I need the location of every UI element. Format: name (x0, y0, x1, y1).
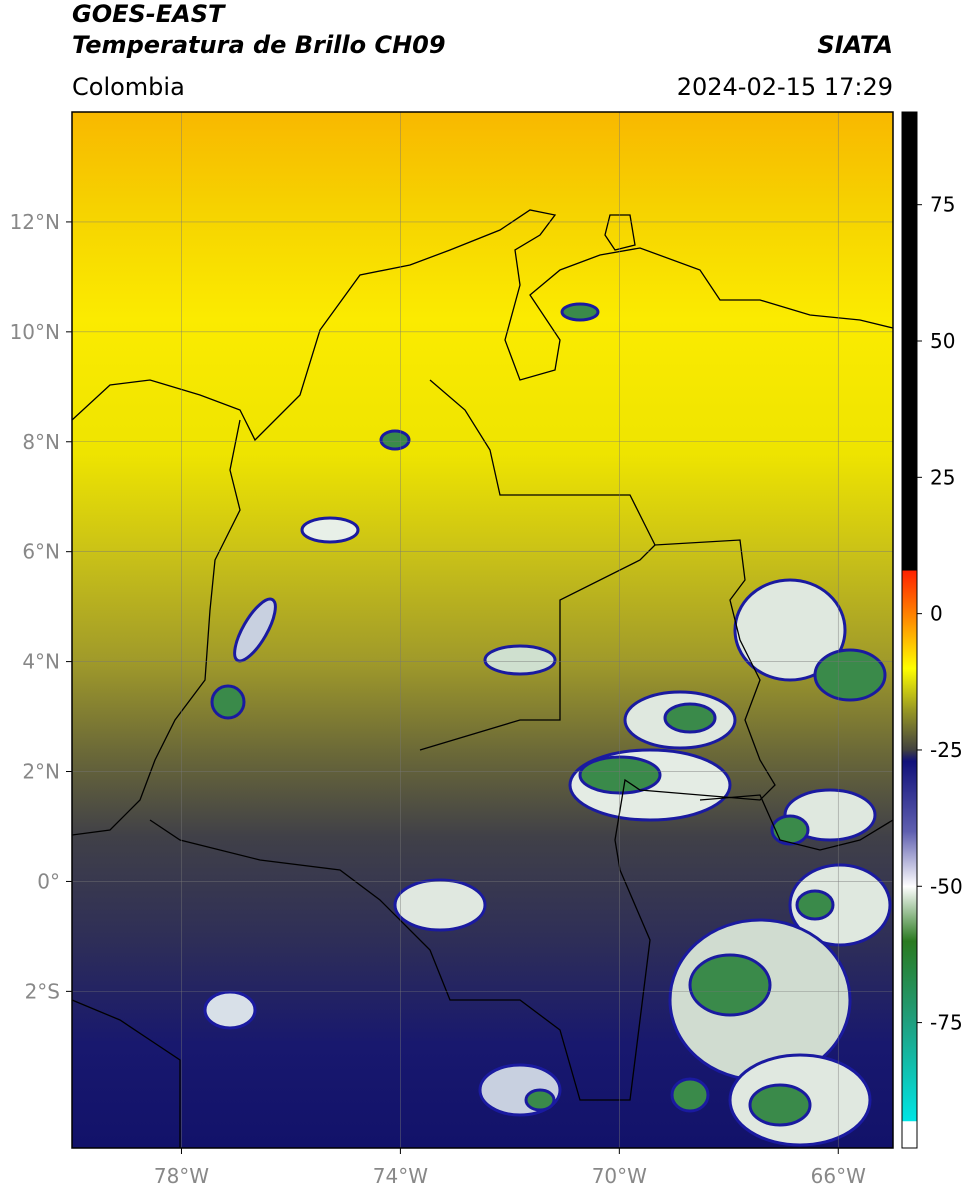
y-tick-label: 12°N (10, 210, 60, 234)
colorbar-tick-label: -75 (930, 1011, 963, 1035)
colorbar-segment (902, 749, 917, 762)
colorbar-tick-label: 75 (930, 193, 955, 217)
map-image (72, 112, 893, 1148)
x-tick-label: 66°W (811, 1164, 866, 1188)
colorbar-tick-label: 50 (930, 329, 955, 353)
colorbar-tick-label: 0 (930, 602, 943, 626)
colorbar-segment (902, 760, 917, 833)
colorbar-segment (902, 940, 917, 1024)
colorbar-segment (902, 886, 917, 942)
colorbar-segment (902, 1022, 917, 1122)
colorbar-segment (902, 831, 917, 887)
subtitle: Temperatura de Brillo CH09 (72, 31, 446, 59)
colorbar-segment (902, 706, 917, 751)
x-tick-label: 74°W (373, 1164, 428, 1188)
x-tick-label: 70°W (592, 1164, 647, 1188)
region: Colombia (72, 73, 185, 101)
map-frame (71, 111, 894, 1149)
datetime: 2024-02-15 17:29 (677, 73, 893, 101)
title: GOES-EAST (72, 0, 226, 28)
y-tick-label: 8°N (22, 430, 60, 454)
borders (72, 209, 893, 1148)
y-tick-label: 6°N (22, 540, 60, 564)
colorbar-tick-label: -50 (930, 874, 963, 898)
agency: SIATA (817, 31, 893, 59)
y-tick-label: 0° (37, 869, 60, 893)
x-tick-label: 78°W (154, 1164, 209, 1188)
y-tick-label: 2°N (22, 760, 60, 784)
colorbar-frame (901, 111, 918, 1149)
colorbar-segment (902, 570, 917, 626)
colorbar-segment (902, 624, 917, 669)
y-tick-label: 10°N (10, 320, 60, 344)
colorbar-tick-label: 25 (930, 465, 955, 489)
y-tick-label: 4°N (22, 650, 60, 674)
colorbar-segment (902, 112, 917, 571)
colorbar-tick-label: -25 (930, 738, 963, 762)
colorbar-segment (902, 1120, 917, 1149)
y-tick-label: 2°S (25, 979, 60, 1003)
colorbar-segment (902, 668, 917, 707)
clouds (203, 302, 892, 1147)
